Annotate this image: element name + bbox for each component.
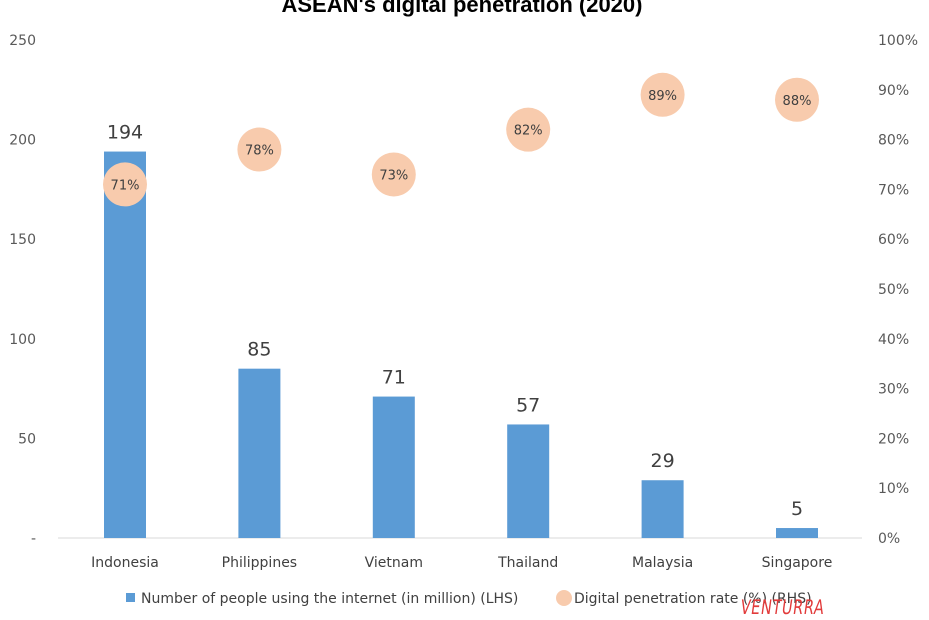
category-label: Thailand [497, 555, 558, 571]
category-label: Philippines [222, 555, 297, 571]
bar-data-label: 5 [791, 498, 803, 520]
bar-data-label: 57 [516, 394, 540, 416]
bar [238, 368, 281, 538]
left-tick-label: - [31, 531, 36, 547]
bar [507, 424, 550, 538]
right-tick-label: 10% [878, 481, 909, 497]
right-tick-label: 30% [878, 382, 909, 398]
left-tick-label: 200 [9, 133, 36, 149]
bar [641, 480, 684, 538]
category-label: Indonesia [91, 555, 159, 571]
right-tick-label: 100% [878, 33, 918, 49]
category-label: Malaysia [632, 555, 693, 571]
category-label: Vietnam [365, 555, 423, 571]
legend-bar-swatch [126, 593, 135, 602]
penetration-point [371, 152, 416, 197]
legend-dot-swatch [556, 590, 572, 606]
left-axis: - 50 100 150 200 250 [9, 33, 36, 547]
penetration-point [237, 127, 282, 172]
right-tick-label: 20% [878, 431, 909, 447]
right-tick-label: 0% [878, 531, 900, 547]
bar [372, 396, 415, 538]
bar [776, 528, 818, 538]
penetration-data-label: 78% [245, 144, 274, 159]
bar-data-label: 85 [247, 339, 271, 361]
left-tick-label: 100 [9, 332, 36, 348]
left-tick-label: 50 [18, 431, 36, 447]
penetration-data-label: 82% [514, 124, 543, 139]
penetration-point [775, 77, 819, 122]
right-tick-label: 70% [878, 182, 909, 198]
legend-bar-label: Number of people using the internet (in … [141, 591, 518, 607]
penetration-point [103, 162, 147, 207]
penetration-data-label: 71% [111, 178, 140, 193]
x-axis-categories: Indonesia Philippines Vietnam Thailand Malay… [91, 555, 832, 571]
right-axis: 0% 10% 20% 30% 40% 50% 60% 70% 80% 90% 100% [878, 33, 918, 547]
chart-title: ASEAN's digital penetration (2020) [282, 0, 643, 17]
left-tick-label: 150 [9, 232, 36, 248]
bar [104, 151, 146, 538]
bar-data-label: 194 [107, 122, 143, 144]
penetration-data-label: 73% [379, 168, 408, 183]
left-tick-label: 250 [9, 33, 36, 49]
right-tick-label: 80% [878, 133, 909, 149]
legend-dot-label: Digital penetration rate (%) (RHS) [574, 591, 812, 607]
right-tick-label: 90% [878, 83, 909, 99]
right-tick-label: 40% [878, 332, 909, 348]
penetration-data-label: 89% [648, 89, 677, 104]
penetration-point [640, 72, 685, 117]
penetration-point [506, 107, 551, 152]
legend: Number of people using the internet (in … [126, 590, 812, 607]
penetration-series: 71% 78% 73% 82% 89% 88% [103, 72, 819, 207]
category-label: Singapore [762, 555, 833, 571]
brand-logo: VENTURRA [739, 595, 826, 619]
bar-series [104, 151, 818, 538]
bar-data-label: 29 [651, 450, 675, 472]
right-tick-label: 60% [878, 232, 909, 248]
penetration-data-label: 88% [783, 94, 812, 109]
bar-data-label: 71 [382, 367, 406, 389]
right-tick-label: 50% [878, 282, 909, 298]
bar-data-labels: 194 85 71 57 29 5 [107, 122, 803, 520]
